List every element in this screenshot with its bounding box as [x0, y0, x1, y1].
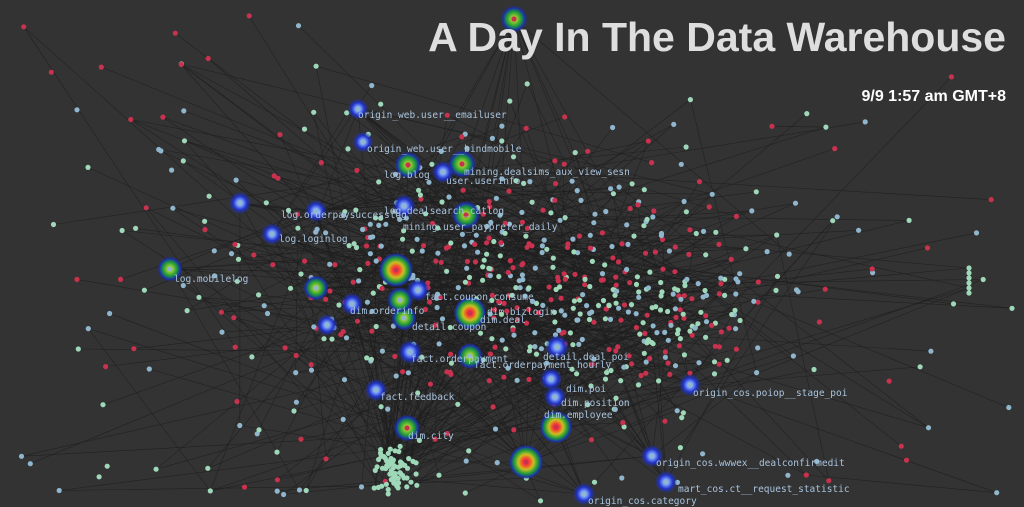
- table-label: log.orderpaysuccesslog: [281, 210, 407, 221]
- graph-nodes: [18, 13, 1015, 504]
- table-node-5-core: [401, 203, 407, 209]
- table-node-15-core: [407, 349, 413, 355]
- table-label: fact.orderpayment_hourly: [474, 360, 612, 371]
- table-label: detail.coupon: [412, 322, 486, 333]
- table-label: origin_cos.wwwex__dealconfirmedit: [656, 458, 845, 469]
- table-node-22-core: [404, 425, 410, 431]
- table-label: dim.employee: [544, 410, 613, 421]
- table-label: user.userinfo: [446, 176, 521, 187]
- table-node-10-core: [415, 287, 421, 293]
- graph-labels: origin_web.user__emailuser origin_web.use…: [174, 110, 850, 507]
- table-node-16-core: [554, 344, 560, 350]
- table-label: dim.poi: [566, 384, 606, 395]
- hub-node-0-core: [511, 16, 517, 22]
- timestamp: 9/9 1:57 am GMT+8: [861, 88, 1006, 105]
- table-node-7-core: [269, 231, 275, 237]
- graph-hubs: [157, 5, 702, 506]
- table-label: mart_cos.ct__request_statistic: [678, 484, 850, 495]
- table-label: origin_cos.poiop__stage_poi: [693, 388, 848, 399]
- table-label: dim.deal: [480, 315, 526, 326]
- hub-node-1-core: [237, 200, 243, 206]
- table-node-12-core: [467, 310, 473, 316]
- table-node-14-core: [401, 315, 407, 321]
- table-node-4-core: [440, 169, 446, 175]
- page-title: A Day In The Data Warehouse: [428, 14, 1006, 60]
- table-label: fact.coupon_consume: [425, 292, 534, 303]
- hub-node-5-core: [324, 322, 330, 328]
- table-label: mining.dealsims_aux_view_sesn: [464, 167, 630, 178]
- table-node-18-core: [548, 376, 554, 382]
- table-label: fact.orderpayment: [411, 354, 508, 365]
- table-node-20-core: [373, 387, 379, 393]
- table-label: dim.bizlogin: [487, 307, 556, 318]
- table-node-9-core: [167, 266, 173, 272]
- table-label: dim.city: [408, 431, 454, 442]
- table-node-1-core: [360, 139, 366, 145]
- table-label: origin_web.user__emailuser: [358, 110, 507, 121]
- table-node-25-core: [663, 479, 669, 485]
- table-node-11-core: [349, 301, 355, 307]
- table-label: mining.user_payprefer_daily: [403, 222, 558, 233]
- table-label: origin_web.user__bindmobile: [367, 144, 522, 155]
- table-node-6-core: [313, 208, 319, 214]
- hub-node-6-core: [397, 297, 403, 303]
- table-node-2-core: [405, 162, 411, 168]
- hub-node-3-core: [313, 285, 319, 291]
- table-label: dim.position: [561, 398, 630, 409]
- table-node-24-core: [649, 453, 655, 459]
- table-label: log.dealsearch_catlog: [384, 206, 504, 217]
- table-label: fact.feedback: [380, 392, 455, 403]
- table-node-3-core: [459, 161, 465, 167]
- table-label: log.blog: [384, 170, 430, 181]
- table-label: detail.deal_poi: [543, 352, 629, 363]
- table-node-8-core: [463, 212, 469, 218]
- table-node-21-core: [553, 424, 559, 430]
- table-node-17-core: [467, 353, 473, 359]
- table-node-26-core: [581, 491, 587, 497]
- hub-node-4-core: [523, 459, 529, 465]
- hub-node-2-core: [393, 267, 399, 273]
- table-label: dim.orderinfo: [350, 306, 425, 317]
- table-label: origin_cos.category: [588, 496, 697, 507]
- table-node-0-core: [355, 106, 361, 112]
- table-label: log.mobilelog: [174, 274, 248, 285]
- table-label: log.loginlog: [279, 234, 348, 245]
- table-node-19-core: [552, 394, 558, 400]
- table-node-23-core: [687, 382, 693, 388]
